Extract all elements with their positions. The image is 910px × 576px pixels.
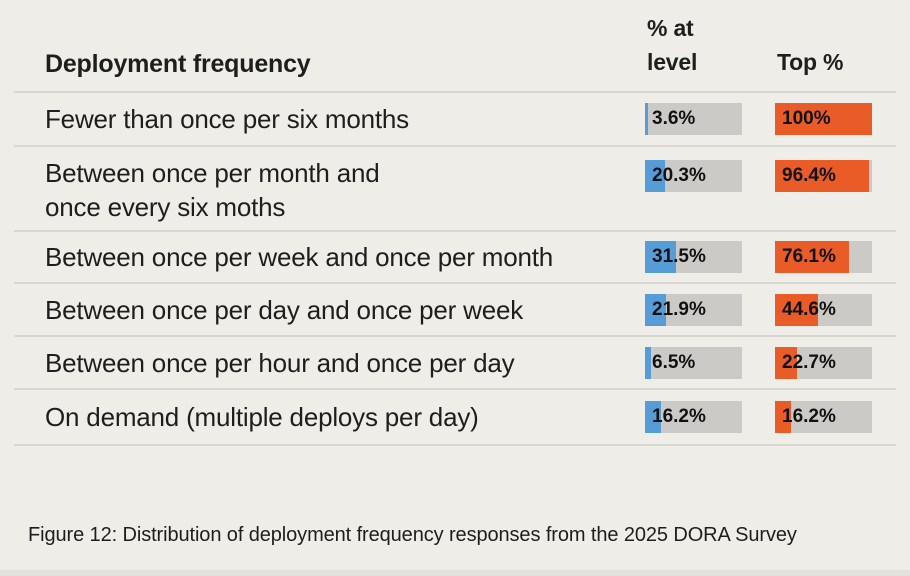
at-level-bar: 20.3% [645,160,742,192]
at-level-value: 20.3% [652,165,706,186]
top-percent-value: 16.2% [782,406,836,427]
figure-caption: Figure 12: Distribution of deployment fr… [28,524,797,546]
top-percent-bar: 16.2% [775,401,872,433]
at-level-bar-fill [645,401,661,433]
at-level-bar-cell: 3.6% [645,103,742,135]
top-percent-bar: 100% [775,103,872,135]
column-header-deployment-frequency: Deployment frequency [45,50,311,78]
top-percent-bar-cell: 100% [775,103,872,135]
top-percent-value: 96.4% [782,165,836,186]
at-level-bar: 6.5% [645,346,742,379]
at-level-bar-fill [645,346,652,379]
at-level-bar-fill [645,241,676,273]
top-percent-bar: 22.7% [775,346,872,379]
at-level-value: 21.9% [652,298,706,320]
top-percent-bar: 44.6% [775,293,872,326]
top-percent-bar-cell: 16.2% [775,401,872,433]
at-level-bar: 3.6% [645,103,742,135]
top-percent-value: 44.6% [782,298,836,320]
row-label: Between once per hour and once per day [45,347,515,378]
top-percent-bar-fill [775,103,872,135]
top-percent-bar-fill [775,160,869,192]
row-label: Between once per day and once per week [45,294,524,325]
top-percent-bar-cell: 96.4% [775,147,872,192]
top-percent-value: 100% [782,108,831,129]
table-row: Between once per day and once per week 2… [14,284,896,337]
row-label: Fewer than once per six months [45,104,409,134]
at-level-bar-cell: 31.5% [645,241,742,273]
top-percent-bar-cell: 44.6% [775,293,872,326]
table-row: On demand (multiple deploys per day) 16.… [14,390,896,446]
at-level-value: 31.5% [652,246,706,267]
at-level-bar-cell: 20.3% [645,147,742,192]
top-percent-bar-fill [775,346,798,379]
top-percent-value: 76.1% [782,246,836,267]
at-level-bar-cell: 6.5% [645,346,742,379]
column-header-percent-at-level: % at level [647,15,698,75]
at-level-bar-fill [645,293,667,326]
top-percent-bar-cell: 76.1% [775,241,872,273]
at-level-bar-fill [645,160,665,192]
top-percent-bar-fill [775,293,819,326]
at-level-bar: 31.5% [645,241,742,273]
top-percent-bar: 96.4% [775,160,872,192]
column-header-top-percent: Top % [777,49,844,75]
at-level-bar-cell: 21.9% [645,293,742,326]
at-level-value: 6.5% [652,351,696,373]
top-percent-bar-fill [775,241,849,273]
at-level-bar-fill [645,103,649,135]
top-percent-bar-fill [775,401,791,433]
row-label: Between once per week and once per month [45,242,554,272]
table-row: Between once per week and once per month… [14,232,896,284]
row-label: Between once per month and once every si… [45,158,380,222]
row-label: On demand (multiple deploys per day) [45,402,479,432]
at-level-value: 3.6% [652,108,696,129]
table-row: Between once per month and once every si… [14,147,896,232]
bottom-edge-strip [0,570,910,576]
table-row: Between once per hour and once per day 6… [14,337,896,390]
table-header-row: Deployment frequency % at level Top % [14,0,896,93]
deployment-frequency-figure: Deployment frequency % at level Top % Fe… [14,0,896,446]
top-percent-bar-cell: 22.7% [775,346,872,379]
at-level-value: 16.2% [652,406,706,427]
at-level-bar: 16.2% [645,401,742,433]
table-row: Fewer than once per six months 3.6% 100% [14,93,896,147]
top-percent-bar: 76.1% [775,241,872,273]
at-level-bar: 21.9% [645,293,742,326]
top-percent-value: 22.7% [782,351,836,373]
at-level-bar-cell: 16.2% [645,401,742,433]
